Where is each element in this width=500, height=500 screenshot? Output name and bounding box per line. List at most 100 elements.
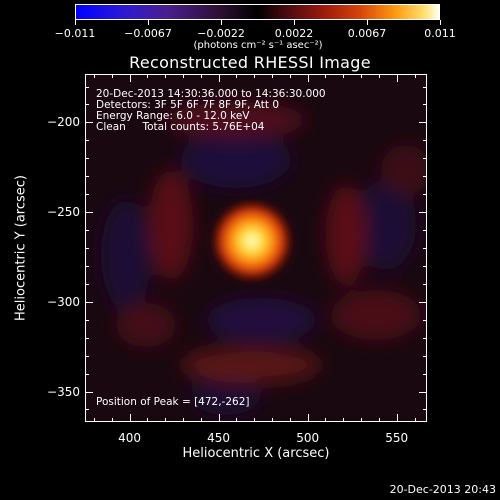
y-tick [85, 140, 89, 142]
colorbar-units: (photons cm⁻² s⁻¹ asec⁻²) [193, 40, 323, 51]
y-tick [85, 122, 93, 124]
x-tick [361, 418, 363, 422]
y-tick [419, 122, 427, 124]
x-tick [289, 74, 291, 78]
x-tick [165, 74, 167, 78]
colorbar-tick [440, 20, 441, 25]
y-tick-label: −300 [47, 294, 80, 309]
x-tick [236, 418, 238, 422]
x-tick [129, 414, 131, 422]
colorbar [75, 4, 440, 20]
y-tick [85, 391, 93, 393]
y-tick [85, 158, 89, 160]
y-tick [419, 301, 427, 303]
x-tick [147, 74, 149, 78]
x-tick [200, 418, 202, 422]
x-tick [414, 74, 416, 78]
y-tick [85, 104, 89, 106]
x-tick [218, 74, 220, 82]
y-tick [85, 373, 89, 375]
info-time: 20-Dec-2013 14:30:36.000 to 14:36:30.000 [96, 88, 326, 100]
x-tick-label: 450 [207, 431, 231, 445]
y-tick [85, 337, 89, 339]
x-tick [325, 74, 327, 78]
info-clean: Clean Total counts: 5.76E+04 [96, 121, 265, 133]
info-energy: Energy Range: 6.0 - 12.0 keV [96, 110, 250, 122]
x-tick [218, 414, 220, 422]
y-tick [85, 265, 89, 267]
colorbar-tick [221, 20, 222, 25]
y-tick [423, 265, 427, 267]
timestamp: 20-Dec-2013 20:43 [389, 483, 496, 496]
x-tick [111, 418, 113, 422]
x-tick [414, 418, 416, 422]
y-tick [423, 158, 427, 160]
x-tick [307, 414, 309, 422]
y-tick-label: −250 [47, 205, 80, 220]
colorbar-tick-label: −0.011 [54, 27, 96, 40]
x-tick [93, 74, 95, 78]
y-tick [85, 355, 89, 357]
x-tick [307, 74, 309, 82]
colorbar-tick [75, 20, 76, 25]
y-tick [423, 409, 427, 411]
x-tick [361, 74, 363, 78]
colorbar-tick-label: −0.0022 [197, 27, 245, 40]
y-tick-label: −350 [47, 384, 80, 399]
y-tick [85, 409, 89, 411]
x-tick [325, 418, 327, 422]
y-tick [423, 194, 427, 196]
image-plot: 20-Dec-2013 14:30:36.000 to 14:36:30.000… [85, 74, 427, 422]
y-tick [423, 283, 427, 285]
x-tick [129, 74, 131, 82]
y-tick [85, 86, 89, 88]
x-tick [289, 418, 291, 422]
x-tick [165, 418, 167, 422]
x-tick-label: 400 [118, 431, 141, 445]
y-tick [85, 230, 89, 232]
plot-title: Reconstructed RHESSI Image [129, 53, 371, 72]
colorbar-tick-label: 0.0067 [347, 27, 387, 40]
y-tick [423, 373, 427, 375]
colorbar-tick-label: 0.0022 [274, 27, 314, 40]
y-tick [85, 248, 89, 249]
x-tick [111, 74, 113, 78]
x-tick [378, 418, 380, 422]
x-tick [254, 74, 256, 78]
y-tick [85, 319, 89, 321]
y-tick [423, 176, 427, 178]
y-axis-label: Heliocentric Y (arcsec) [13, 175, 29, 321]
x-tick [396, 414, 398, 422]
y-tick [419, 212, 427, 214]
x-tick [396, 74, 398, 82]
y-tick-label: −200 [47, 115, 80, 130]
y-tick [85, 283, 89, 285]
y-tick [423, 86, 427, 88]
y-tick [423, 104, 427, 106]
y-tick [85, 194, 89, 196]
x-tick [272, 74, 274, 78]
x-tick [182, 74, 184, 78]
y-tick [423, 337, 427, 339]
y-tick [423, 230, 427, 232]
x-tick [200, 74, 202, 78]
y-tick [423, 319, 427, 321]
x-tick [343, 418, 345, 422]
x-tick-label: 550 [385, 431, 409, 445]
info-detectors: Detectors: 3F 5F 6F 7F 8F 9F, Att 0 [96, 99, 280, 111]
colorbar-tick [294, 20, 295, 25]
colorbar-tick-label: 0.011 [424, 27, 456, 40]
y-tick [419, 391, 427, 393]
y-tick [423, 140, 427, 142]
x-tick [93, 418, 95, 422]
x-tick [236, 74, 238, 78]
x-tick [182, 418, 184, 422]
y-tick [85, 212, 93, 214]
colorbar-tick [148, 20, 149, 25]
y-tick [85, 176, 89, 178]
x-tick [147, 418, 149, 422]
y-tick [423, 355, 427, 357]
colorbar-tick-label: −0.0067 [124, 27, 172, 40]
x-tick-label: 500 [296, 431, 320, 445]
x-tick [343, 74, 345, 78]
